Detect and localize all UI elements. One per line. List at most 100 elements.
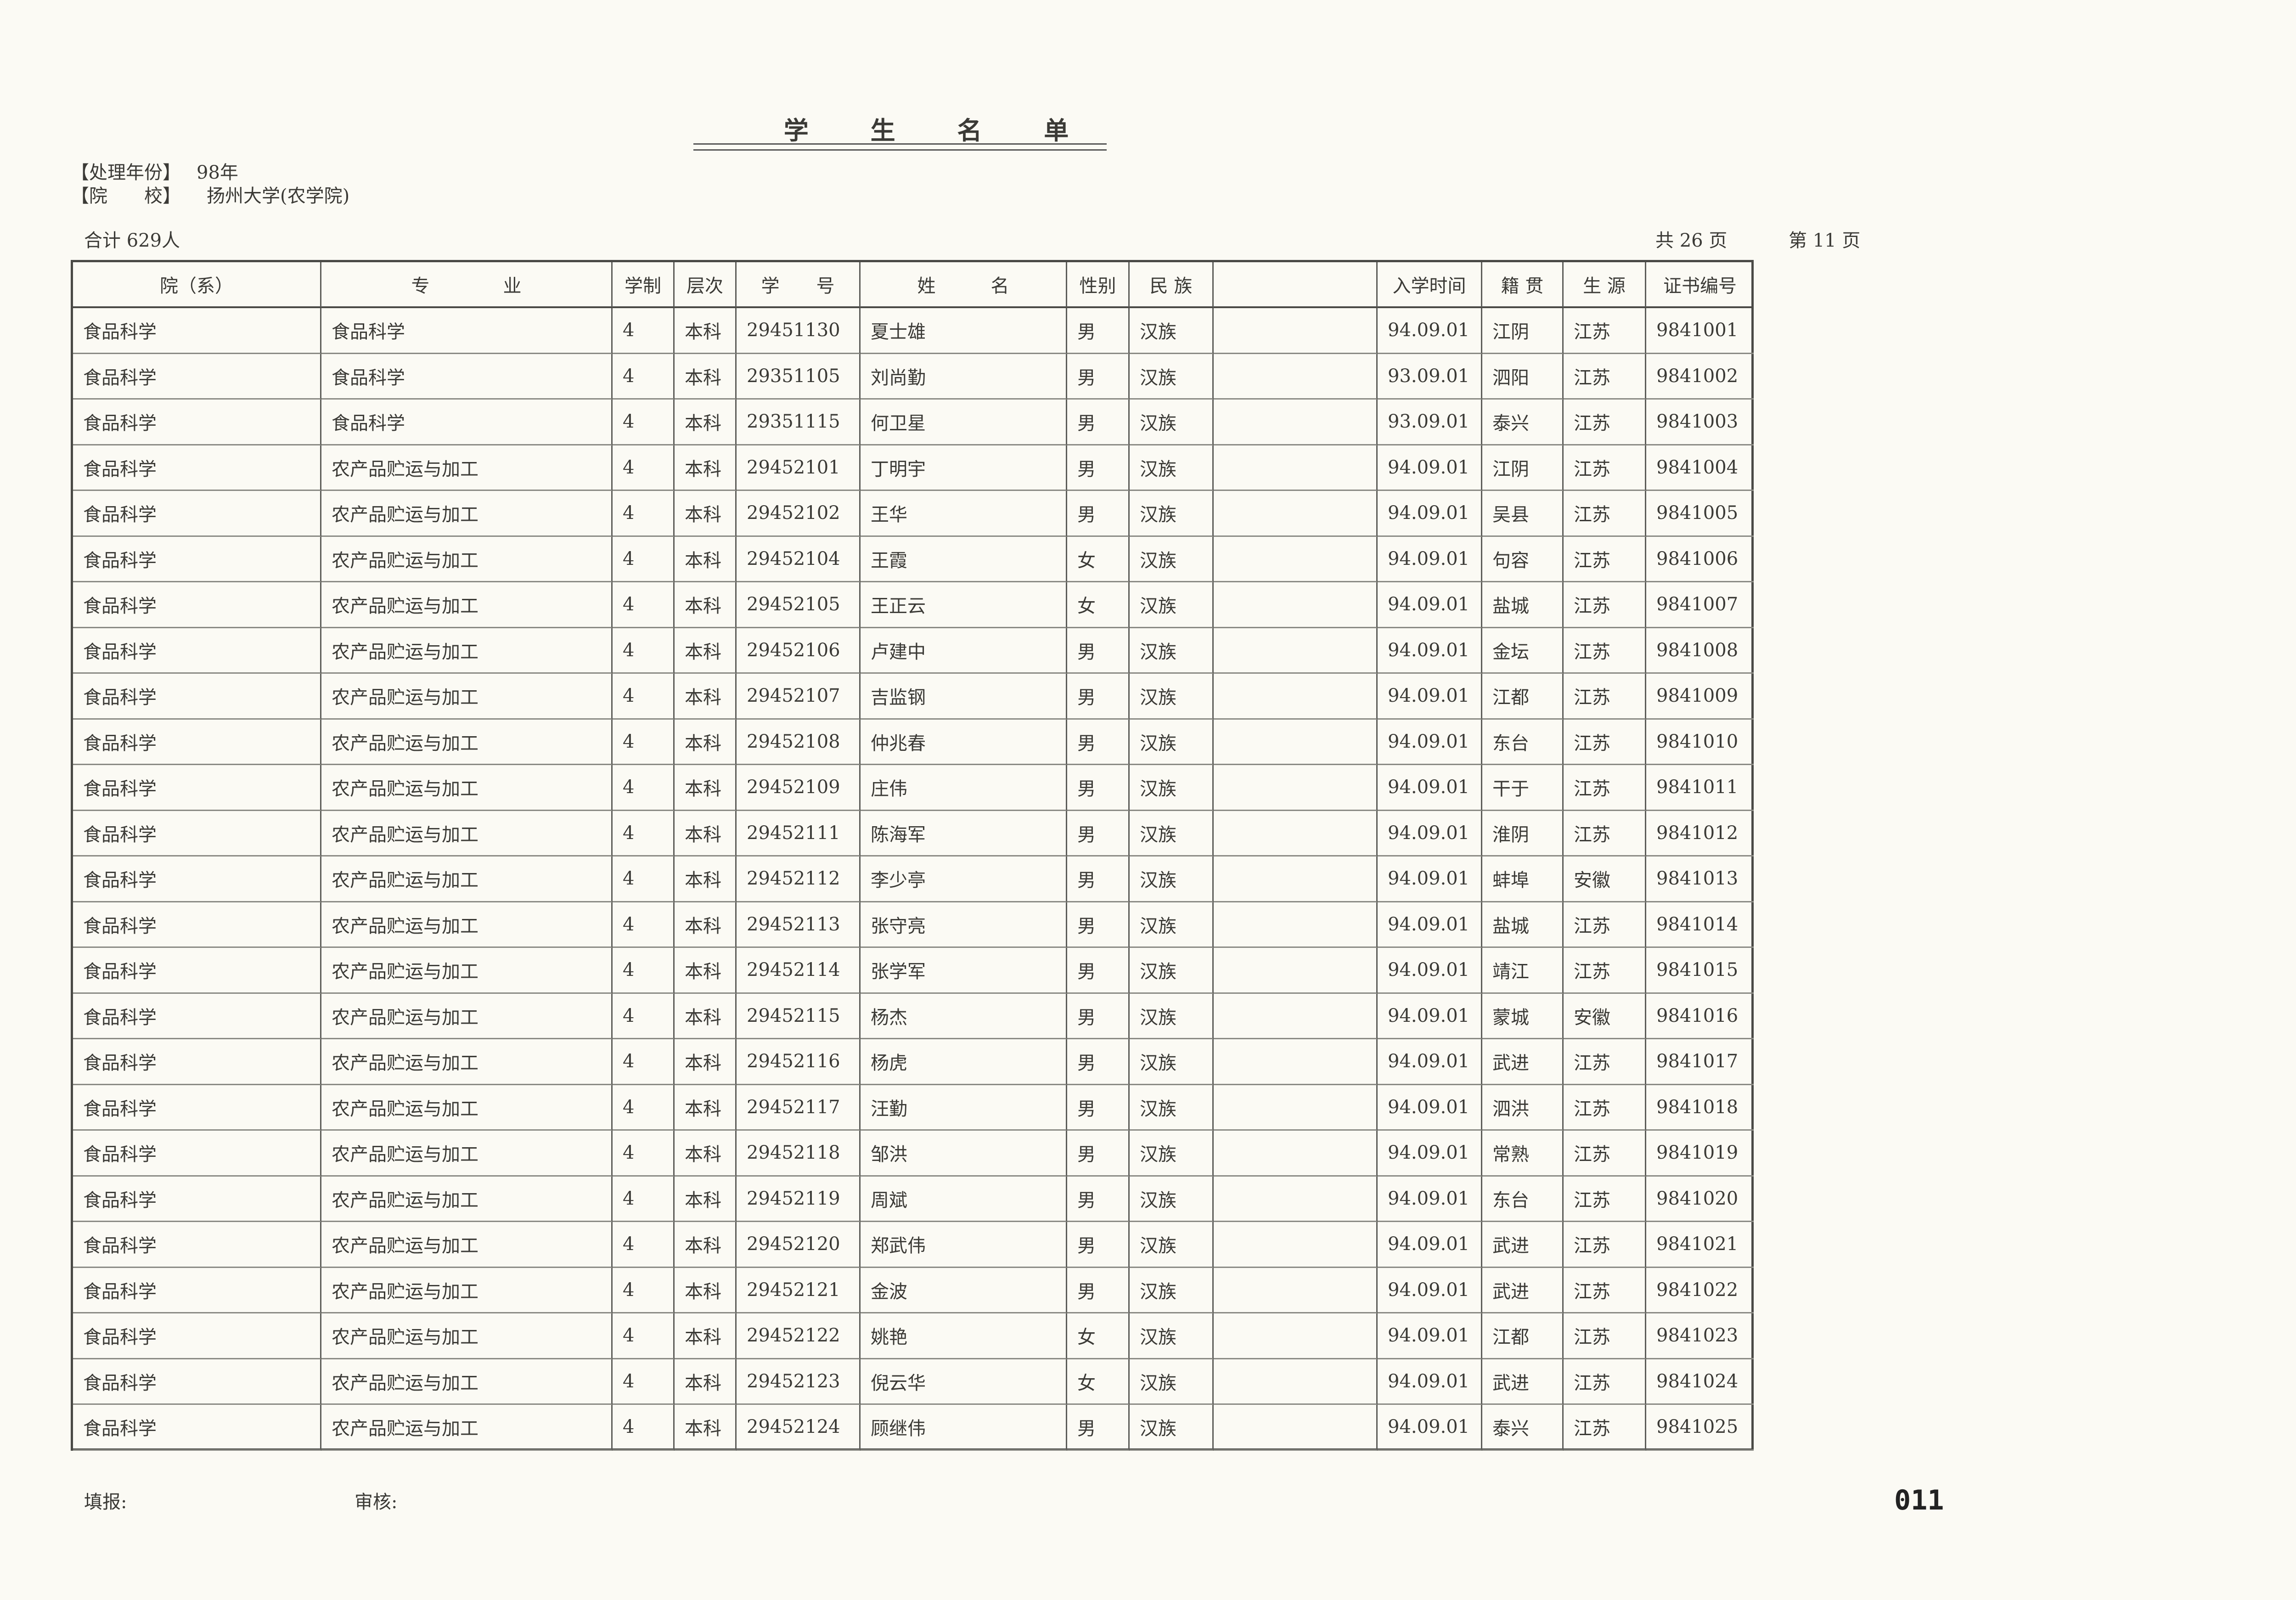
table-cell: 4 bbox=[613, 1405, 675, 1451]
table-cell: 江苏 bbox=[1564, 1405, 1646, 1451]
table-cell: 江苏 bbox=[1564, 308, 1646, 354]
table-cell: 9841002 bbox=[1646, 354, 1754, 400]
table-cell: 食品科学 bbox=[73, 1313, 321, 1359]
table-cell: 姚艳 bbox=[861, 1313, 1067, 1359]
table-cell: 9841001 bbox=[1646, 308, 1754, 354]
table-cell: 本科 bbox=[675, 719, 737, 765]
table-cell: 汉族 bbox=[1130, 948, 1214, 994]
table-cell: 江苏 bbox=[1564, 628, 1646, 674]
table-cell: 94.09.01 bbox=[1378, 536, 1482, 582]
table-cell: 汉族 bbox=[1130, 1176, 1214, 1222]
table-cell: 淮阴 bbox=[1482, 811, 1564, 856]
table-cell: 武进 bbox=[1482, 1039, 1564, 1085]
table-cell: 本科 bbox=[675, 445, 737, 491]
table-cell: 泰兴 bbox=[1482, 400, 1564, 445]
table-cell: 汪勤 bbox=[861, 1085, 1067, 1131]
table-cell: 张守亮 bbox=[861, 902, 1067, 948]
table-cell: 王正云 bbox=[861, 582, 1067, 628]
table-cell: 4 bbox=[613, 1313, 675, 1359]
table-cell bbox=[1214, 674, 1378, 720]
table-cell bbox=[1214, 582, 1378, 628]
title: 学 生 名 单 bbox=[783, 116, 1096, 145]
table-cell: 本科 bbox=[675, 1405, 737, 1451]
table-cell: 武进 bbox=[1482, 1359, 1564, 1405]
table-cell: 本科 bbox=[675, 628, 737, 674]
table-cell: 男 bbox=[1067, 1268, 1130, 1313]
table-cell: 94.09.01 bbox=[1378, 1268, 1482, 1313]
table-cell: 李少亭 bbox=[861, 856, 1067, 902]
table-cell: 9841019 bbox=[1646, 1131, 1754, 1177]
table-cell: 9841011 bbox=[1646, 765, 1754, 811]
table-cell: 29452101 bbox=[737, 445, 861, 491]
table-cell: 本科 bbox=[675, 1131, 737, 1177]
table-cell: 女 bbox=[1067, 536, 1130, 582]
table-cell: 汉族 bbox=[1130, 445, 1214, 491]
table-cell: 4 bbox=[613, 1268, 675, 1313]
table-cell: 汉族 bbox=[1130, 1405, 1214, 1451]
table-cell: 江苏 bbox=[1564, 811, 1646, 856]
table-cell: 农产品贮运与加工 bbox=[321, 1131, 613, 1177]
table-cell: 汉族 bbox=[1130, 856, 1214, 902]
table-cell: 江阴 bbox=[1482, 445, 1564, 491]
table-cell: 汉族 bbox=[1130, 719, 1214, 765]
table-cell: 汉族 bbox=[1130, 582, 1214, 628]
table-cell: 94.09.01 bbox=[1378, 902, 1482, 948]
column-header: 专 业 bbox=[321, 262, 613, 308]
table-cell: 泰兴 bbox=[1482, 1405, 1564, 1451]
table-cell: 94.09.01 bbox=[1378, 1131, 1482, 1177]
table-cell: 本科 bbox=[675, 1039, 737, 1085]
table-cell: 江阴 bbox=[1482, 308, 1564, 354]
table-cell: 29351105 bbox=[737, 354, 861, 400]
table-cell: 4 bbox=[613, 948, 675, 994]
table-cell bbox=[1214, 811, 1378, 856]
table-cell: 29351115 bbox=[737, 400, 861, 445]
table-cell: 顾继伟 bbox=[861, 1405, 1067, 1451]
table-cell: 武进 bbox=[1482, 1268, 1564, 1313]
table-cell: 9841025 bbox=[1646, 1405, 1754, 1451]
table-cell: 9841020 bbox=[1646, 1177, 1754, 1222]
table-cell: 29452123 bbox=[737, 1359, 861, 1405]
table-cell: 食品科学 bbox=[73, 354, 321, 400]
table-cell: 本科 bbox=[675, 536, 737, 582]
table-cell: 农产品贮运与加工 bbox=[321, 674, 613, 720]
table-cell: 29452105 bbox=[737, 582, 861, 628]
table-cell: 4 bbox=[613, 582, 675, 628]
table-cell: 本科 bbox=[675, 856, 737, 902]
table-cell: 男 bbox=[1067, 856, 1130, 902]
table-cell: 江苏 bbox=[1564, 948, 1646, 994]
table-cell: 食品科学 bbox=[321, 400, 613, 445]
table-cell: 本科 bbox=[675, 765, 737, 811]
column-header bbox=[1214, 262, 1378, 308]
table-cell: 食品科学 bbox=[73, 536, 321, 582]
table-cell: 4 bbox=[613, 811, 675, 856]
table-cell: 农产品贮运与加工 bbox=[321, 719, 613, 765]
table-cell bbox=[1214, 1405, 1378, 1451]
table-cell: 男 bbox=[1067, 719, 1130, 765]
table-cell: 农产品贮运与加工 bbox=[321, 1405, 613, 1451]
table-cell bbox=[1214, 445, 1378, 491]
table-cell: 9841018 bbox=[1646, 1085, 1754, 1131]
table-cell: 汉族 bbox=[1130, 811, 1214, 856]
table-cell: 本科 bbox=[675, 993, 737, 1039]
table-cell: 农产品贮运与加工 bbox=[321, 948, 613, 994]
table-cell: 9841016 bbox=[1646, 994, 1754, 1039]
table-cell: 庄伟 bbox=[861, 765, 1067, 811]
table-cell: 94.09.01 bbox=[1378, 491, 1482, 537]
table-cell: 本科 bbox=[675, 674, 737, 720]
table-cell: 9841008 bbox=[1646, 628, 1754, 674]
total-count: 合计 629人 bbox=[84, 230, 180, 251]
column-header: 民 族 bbox=[1130, 262, 1214, 308]
table-cell: 29452115 bbox=[737, 993, 861, 1039]
table-cell: 盐城 bbox=[1482, 902, 1564, 948]
table-cell: 农产品贮运与加工 bbox=[321, 1085, 613, 1131]
table-cell: 王霞 bbox=[861, 536, 1067, 582]
table-cell: 94.09.01 bbox=[1378, 719, 1482, 765]
reviewed-by: 审核: bbox=[355, 1492, 398, 1513]
table-cell: 本科 bbox=[675, 1313, 737, 1359]
table-cell: 29452109 bbox=[737, 765, 861, 811]
table-cell: 94.09.01 bbox=[1378, 308, 1482, 354]
table-cell: 93.09.01 bbox=[1378, 400, 1482, 445]
table-cell: 女 bbox=[1067, 1313, 1130, 1359]
table-cell: 本科 bbox=[675, 1359, 737, 1405]
table-cell: 94.09.01 bbox=[1378, 1222, 1482, 1268]
